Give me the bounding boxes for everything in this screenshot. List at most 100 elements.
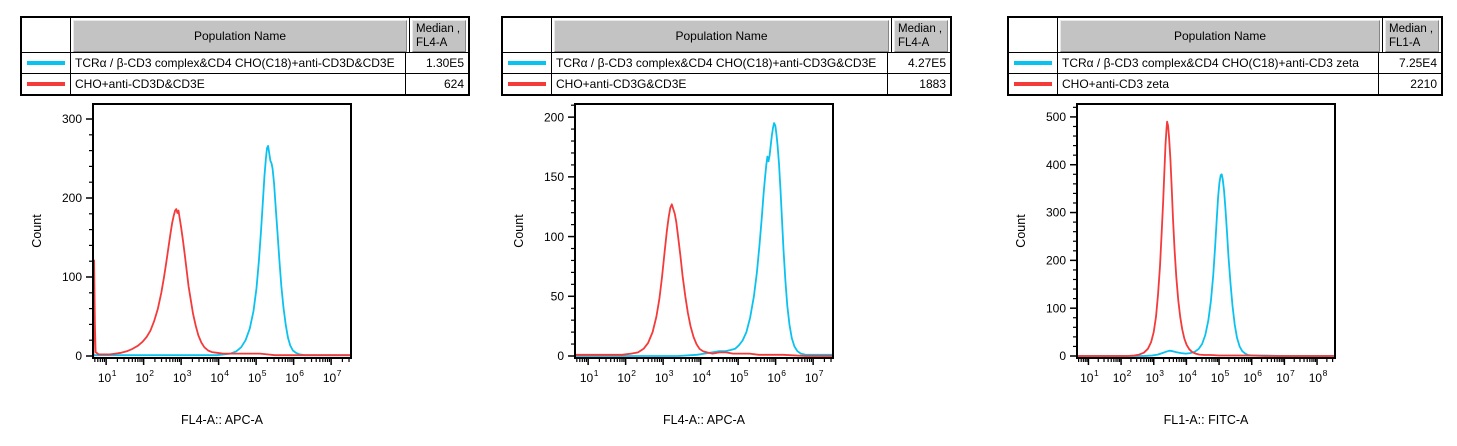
y-tick-label: 200 <box>1046 254 1066 268</box>
population-name-header: Population Name <box>554 20 889 52</box>
x-axis: 101 102 103 104 105 106 107 108 <box>1077 358 1334 385</box>
y-axis: 0 100 200 300 400 500 <box>1046 106 1077 363</box>
population-name: TCRα / β-CD3 complex&CD4 CHO(C18)+anti-C… <box>551 53 887 73</box>
histogram-chart: 0 100 200 300 400 500 101 102 103 104 105 106 107 108… <box>1014 103 1336 427</box>
median-header: Median , FL4-A <box>894 20 948 52</box>
x-axis-title: FL4-A:: APC-A <box>663 413 746 427</box>
y-tick-label: 0 <box>557 349 564 363</box>
table-row: TCRα / β-CD3 complex&CD4 CHO(C18)+anti-C… <box>22 52 468 73</box>
table-row: CHO+anti-CD3G&CD3E 1883 <box>503 73 950 94</box>
median-header-line2: FL4-A <box>416 37 448 49</box>
y-tick-label: 0 <box>1059 349 1066 363</box>
swatch-header-cell <box>1009 18 1057 52</box>
table-header-row: Population Name Median , FL4-A <box>22 18 468 52</box>
median-header-line1: Median , <box>898 23 943 35</box>
median-value: 4.27E5 <box>887 53 950 73</box>
table-header-row: Population Name Median , FL1-A <box>1009 18 1441 52</box>
series-curve-0 <box>574 122 833 357</box>
population-name: CHO+anti-CD3 zeta <box>1057 74 1378 94</box>
y-axis-title: Count <box>1014 214 1028 248</box>
population-name: CHO+anti-CD3D&CD3E <box>70 74 405 94</box>
y-tick-label: 0 <box>75 349 82 363</box>
y-tick-label: 200 <box>544 110 564 124</box>
x-tick-label: 102 <box>135 368 154 385</box>
median-header-line1: Median , <box>1389 23 1434 35</box>
population-name: CHO+anti-CD3G&CD3E <box>551 74 887 94</box>
population-name-header: Population Name <box>1060 20 1380 52</box>
x-axis: 101 102 103 104 105 106 107 <box>94 358 350 385</box>
x-tick-label: 102 <box>1113 368 1132 385</box>
x-tick-label: 101 <box>98 368 117 385</box>
series-curve-1 <box>574 203 833 357</box>
x-tick-label: 103 <box>1145 368 1164 385</box>
series-color-swatch <box>508 82 546 86</box>
x-tick-label: 104 <box>692 368 711 385</box>
median-header-line2: FL4-A <box>898 37 930 49</box>
x-tick-label: 102 <box>617 368 636 385</box>
series-color-swatch <box>1014 61 1052 65</box>
y-tick-label: 400 <box>1046 158 1066 172</box>
y-tick-label: 100 <box>544 230 564 244</box>
y-axis: 0 50 100 150 200 <box>544 104 575 363</box>
x-tick-label: 106 <box>767 368 786 385</box>
x-axis-title: FL1-A:: FITC-A <box>1164 413 1249 427</box>
series-curve-0 <box>1076 173 1335 357</box>
y-tick-label: 100 <box>1046 301 1066 315</box>
x-axis: 101 102 103 104 105 106 107 <box>576 358 832 385</box>
plot-box <box>92 103 352 359</box>
plot-box <box>574 103 834 359</box>
table-header-row: Population Name Median , FL4-A <box>503 18 950 52</box>
x-tick-label: 105 <box>248 368 267 385</box>
series-color-swatch <box>508 61 546 65</box>
swatch-header-cell <box>503 18 551 52</box>
series-color-swatch <box>1014 82 1052 86</box>
x-tick-label: 106 <box>285 368 304 385</box>
x-tick-label: 105 <box>1211 368 1230 385</box>
swatch-header-cell <box>22 18 70 52</box>
population-table: Population Name Median , FL4-A TCRα / β-C… <box>501 16 952 96</box>
population-name: TCRα / β-CD3 complex&CD4 CHO(C18)+anti-C… <box>1057 53 1378 73</box>
x-tick-label: 101 <box>580 368 599 385</box>
panel-2: Population Name Median , FL4-A TCRα / β-C… <box>501 0 952 446</box>
x-tick-label: 105 <box>730 368 749 385</box>
series-color-swatch <box>27 82 65 86</box>
table-row: CHO+anti-CD3D&CD3E 624 <box>22 73 468 94</box>
median-header-line2: FL1-A <box>1389 37 1421 49</box>
population-name-header: Population Name <box>73 20 407 52</box>
median-value: 1883 <box>887 74 950 94</box>
median-value: 1.30E5 <box>405 53 468 73</box>
y-tick-label: 150 <box>544 170 564 184</box>
x-tick-label: 107 <box>805 368 824 385</box>
series-color-swatch <box>27 61 65 65</box>
x-tick-label: 106 <box>1243 368 1262 385</box>
population-name: TCRα / β-CD3 complex&CD4 CHO(C18)+anti-C… <box>70 53 405 73</box>
y-axis-title: Count <box>512 214 526 248</box>
median-value: 7.25E4 <box>1378 53 1441 73</box>
x-tick-label: 101 <box>1080 368 1099 385</box>
x-tick-label: 104 <box>210 368 229 385</box>
median-value: 624 <box>405 74 468 94</box>
x-tick-label: 103 <box>173 368 192 385</box>
table-row: TCRα / β-CD3 complex&CD4 CHO(C18)+anti-C… <box>1009 52 1441 73</box>
y-tick-label: 100 <box>62 270 82 284</box>
series-curve-1 <box>92 208 351 357</box>
y-axis-title: Count <box>30 214 44 248</box>
series-curve-0 <box>92 145 351 357</box>
x-tick-label: 103 <box>655 368 674 385</box>
population-table: Population Name Median , FL1-A TCRα / β-C… <box>1007 16 1443 96</box>
panel-3: Population Name Median , FL1-A TCRα / β-C… <box>1007 0 1443 446</box>
median-header: Median , FL4-A <box>412 20 466 52</box>
x-tick-label: 104 <box>1178 368 1197 385</box>
panel-1: Population Name Median , FL4-A TCRα / β-C… <box>20 0 470 446</box>
x-tick-label: 108 <box>1309 368 1328 385</box>
median-value: 2210 <box>1378 74 1441 94</box>
y-tick-label: 200 <box>62 191 82 205</box>
x-tick-label: 107 <box>1276 368 1295 385</box>
x-tick-label: 107 <box>323 368 342 385</box>
median-header-line1: Median , <box>416 23 461 35</box>
y-tick-label: 500 <box>1046 110 1066 124</box>
plot-box <box>1076 103 1336 359</box>
